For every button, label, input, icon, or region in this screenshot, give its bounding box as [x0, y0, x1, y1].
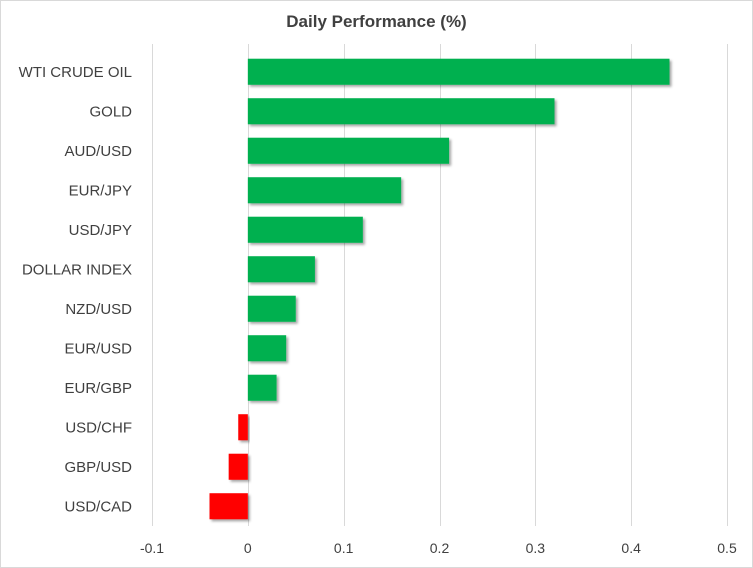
bar-nzd-usd — [247, 295, 296, 322]
bar-eur-usd — [247, 335, 287, 362]
bar-aud-usd — [247, 137, 450, 164]
bar-eur-gbp — [247, 374, 277, 401]
gridlines — [152, 44, 728, 526]
category-label: WTI CRUDE OIL — [19, 64, 132, 81]
category-label: USD/CHF — [65, 419, 132, 436]
category-label: GBP/USD — [64, 459, 132, 476]
x-tick-label: -0.1 — [140, 540, 164, 556]
x-tick-label: 0.4 — [621, 540, 641, 556]
category-label: USD/JPY — [69, 222, 132, 239]
bar-wti-crude-oil — [247, 58, 670, 85]
x-tick-label: 0.3 — [526, 540, 546, 556]
x-axis-tick-labels: -0.1 0 0.1 0.2 0.3 0.4 0.5 — [140, 540, 737, 556]
category-label: AUD/USD — [64, 143, 132, 160]
category-label: EUR/USD — [64, 340, 132, 357]
category-label: EUR/JPY — [69, 182, 132, 199]
bar-usd-jpy — [247, 216, 363, 243]
bar-gold — [247, 98, 555, 125]
x-tick-label: 0 — [244, 540, 252, 556]
bar-usd-chf — [238, 414, 248, 441]
bar-eur-jpy — [247, 177, 402, 204]
bar-dollar-index — [247, 256, 315, 283]
bar-usd-cad — [209, 493, 248, 520]
bars — [209, 58, 670, 520]
category-label: NZD/USD — [65, 301, 132, 318]
x-tick-label: 0.5 — [717, 540, 737, 556]
chart-title: Daily Performance (%) — [286, 12, 467, 31]
category-label: GOLD — [89, 103, 132, 120]
bar-gbp-usd — [228, 453, 248, 480]
category-label: USD/CAD — [64, 498, 132, 515]
category-labels: WTI CRUDE OIL GOLD AUD/USD EUR/JPY USD/JPY DO… — [19, 64, 133, 516]
category-label: DOLLAR INDEX — [22, 261, 132, 278]
x-tick-label: 0.1 — [334, 540, 354, 556]
category-label: EUR/GBP — [64, 380, 132, 397]
x-tick-label: 0.2 — [430, 540, 450, 556]
